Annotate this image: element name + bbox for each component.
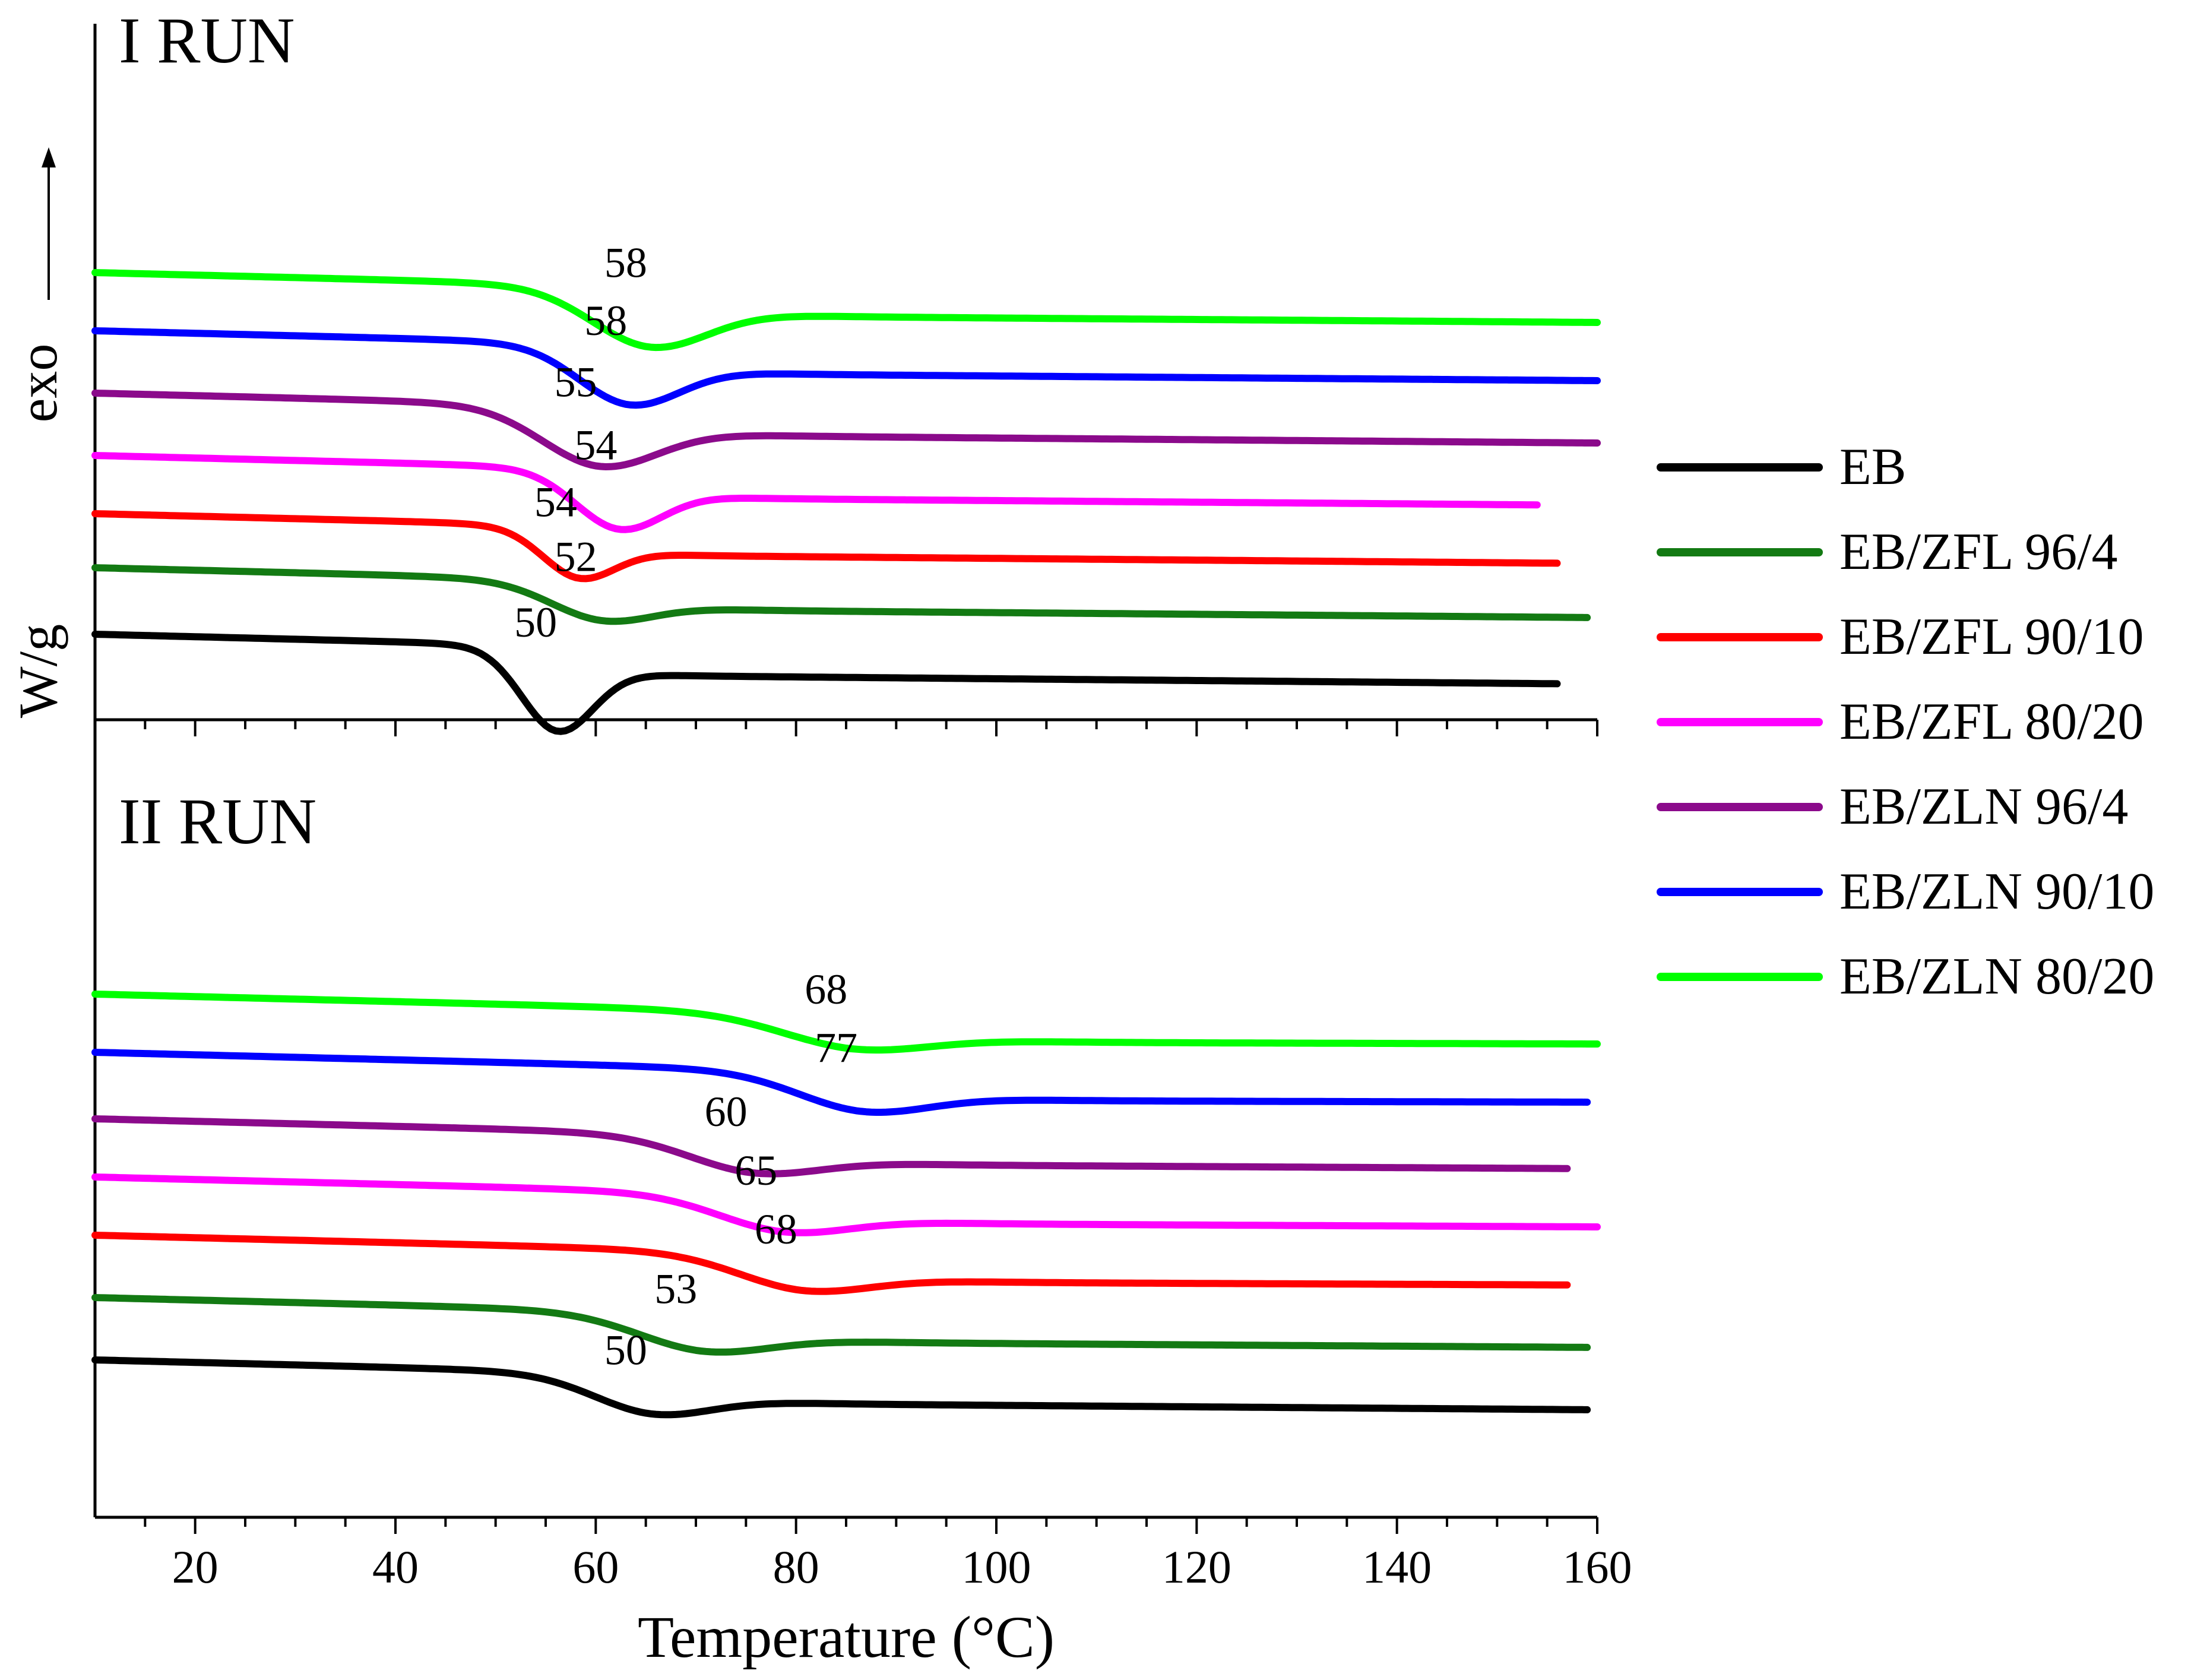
x-tick-label: 100 <box>962 1541 1031 1593</box>
series-line-1-2 <box>91 564 1591 625</box>
legend-item: EB/ZLN 96/4 <box>1657 764 2179 849</box>
peak-label: 65 <box>734 1147 777 1194</box>
legend-item: EB/ZFL 80/20 <box>1657 679 2179 764</box>
legend-label: EB/ZFL 90/10 <box>1839 608 2144 666</box>
peak-label: 58 <box>584 297 627 344</box>
series-line-2-6 <box>91 1049 1591 1116</box>
legend-swatch <box>1657 717 1823 726</box>
series-line-1-7 <box>91 269 1601 352</box>
peak-label: 58 <box>604 239 647 287</box>
peak-label: 52 <box>555 533 597 581</box>
x-tick-label: 20 <box>172 1541 219 1593</box>
series-line-2-3 <box>91 1232 1571 1295</box>
peak-label: 50 <box>514 599 557 646</box>
legend-item: EB/ZFL 96/4 <box>1657 510 2179 594</box>
legend-item: EB/ZLN 80/20 <box>1657 934 2179 1019</box>
legend-swatch <box>1657 802 1823 811</box>
series-line-1-5 <box>91 390 1601 470</box>
legend-swatch <box>1657 463 1823 472</box>
panel-title-run2: II RUN <box>119 785 316 858</box>
series-line-1-6 <box>91 327 1601 409</box>
legend-item: EB/ZLN 90/10 <box>1657 849 2179 934</box>
x-tick-label: 80 <box>773 1541 819 1593</box>
x-ticks: 20 40 60 80 100 120 140 160 <box>144 720 1632 1593</box>
legend-label: EB/ZLN 90/10 <box>1839 863 2155 920</box>
series-line-2-2 <box>91 1294 1591 1356</box>
curves <box>91 269 1601 1419</box>
x-tick-label: 120 <box>1162 1541 1231 1593</box>
exo-arrow <box>42 147 56 300</box>
x-tick-label: 160 <box>1563 1541 1632 1593</box>
peak-label: 54 <box>574 421 617 469</box>
series-line-2-4 <box>91 1173 1601 1236</box>
series-line-1-1 <box>91 631 1561 735</box>
x-tick-label: 60 <box>572 1541 619 1593</box>
legend-item: EB <box>1657 425 2179 510</box>
peak-label: 68 <box>805 966 847 1013</box>
peak-label: 77 <box>815 1024 857 1071</box>
x-tick-label: 40 <box>372 1541 419 1593</box>
peak-label: 53 <box>654 1265 697 1313</box>
legend-label: EB/ZFL 80/20 <box>1839 693 2144 751</box>
series-line-2-1 <box>91 1356 1591 1419</box>
series-line-1-4 <box>91 452 1541 533</box>
legend-label: EB/ZLN 96/4 <box>1839 778 2129 836</box>
legend-label: EB/ZLN 80/20 <box>1839 948 2155 1005</box>
legend-swatch <box>1657 548 1823 556</box>
legend-swatch <box>1657 887 1823 896</box>
peak-label: 50 <box>604 1327 647 1374</box>
peak-label: 68 <box>755 1206 797 1253</box>
legend-swatch <box>1657 632 1823 641</box>
legend-label: EB/ZFL 96/4 <box>1839 523 2118 581</box>
exo-label: exo <box>8 344 68 423</box>
series-line-1-3 <box>91 510 1561 583</box>
peak-label: 55 <box>555 359 597 406</box>
x-tick-label: 140 <box>1362 1541 1432 1593</box>
legend-item: EB/ZFL 90/10 <box>1657 594 2179 679</box>
panel-title-run1: I RUN <box>119 4 295 77</box>
series-line-2-7 <box>91 991 1601 1054</box>
x-axis-label: Temperature (°C) <box>638 1604 1055 1670</box>
y-axis-label: W/g <box>8 624 68 718</box>
series-line-2-5 <box>91 1115 1571 1178</box>
legend-label: EB <box>1839 438 1907 496</box>
peak-label: 60 <box>705 1088 748 1135</box>
legend: EB EB/ZFL 96/4 EB/ZFL 90/10 EB/ZFL 80/20 EB/… <box>1657 425 2179 1019</box>
peak-label: 54 <box>534 479 577 526</box>
legend-swatch <box>1657 972 1823 981</box>
